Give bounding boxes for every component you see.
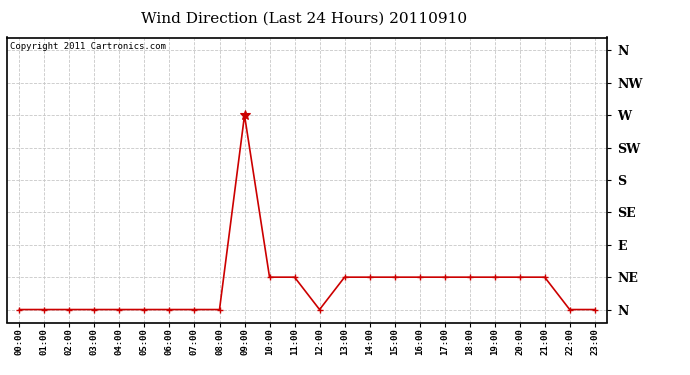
- Text: Copyright 2011 Cartronics.com: Copyright 2011 Cartronics.com: [10, 42, 166, 51]
- Text: Wind Direction (Last 24 Hours) 20110910: Wind Direction (Last 24 Hours) 20110910: [141, 11, 466, 25]
